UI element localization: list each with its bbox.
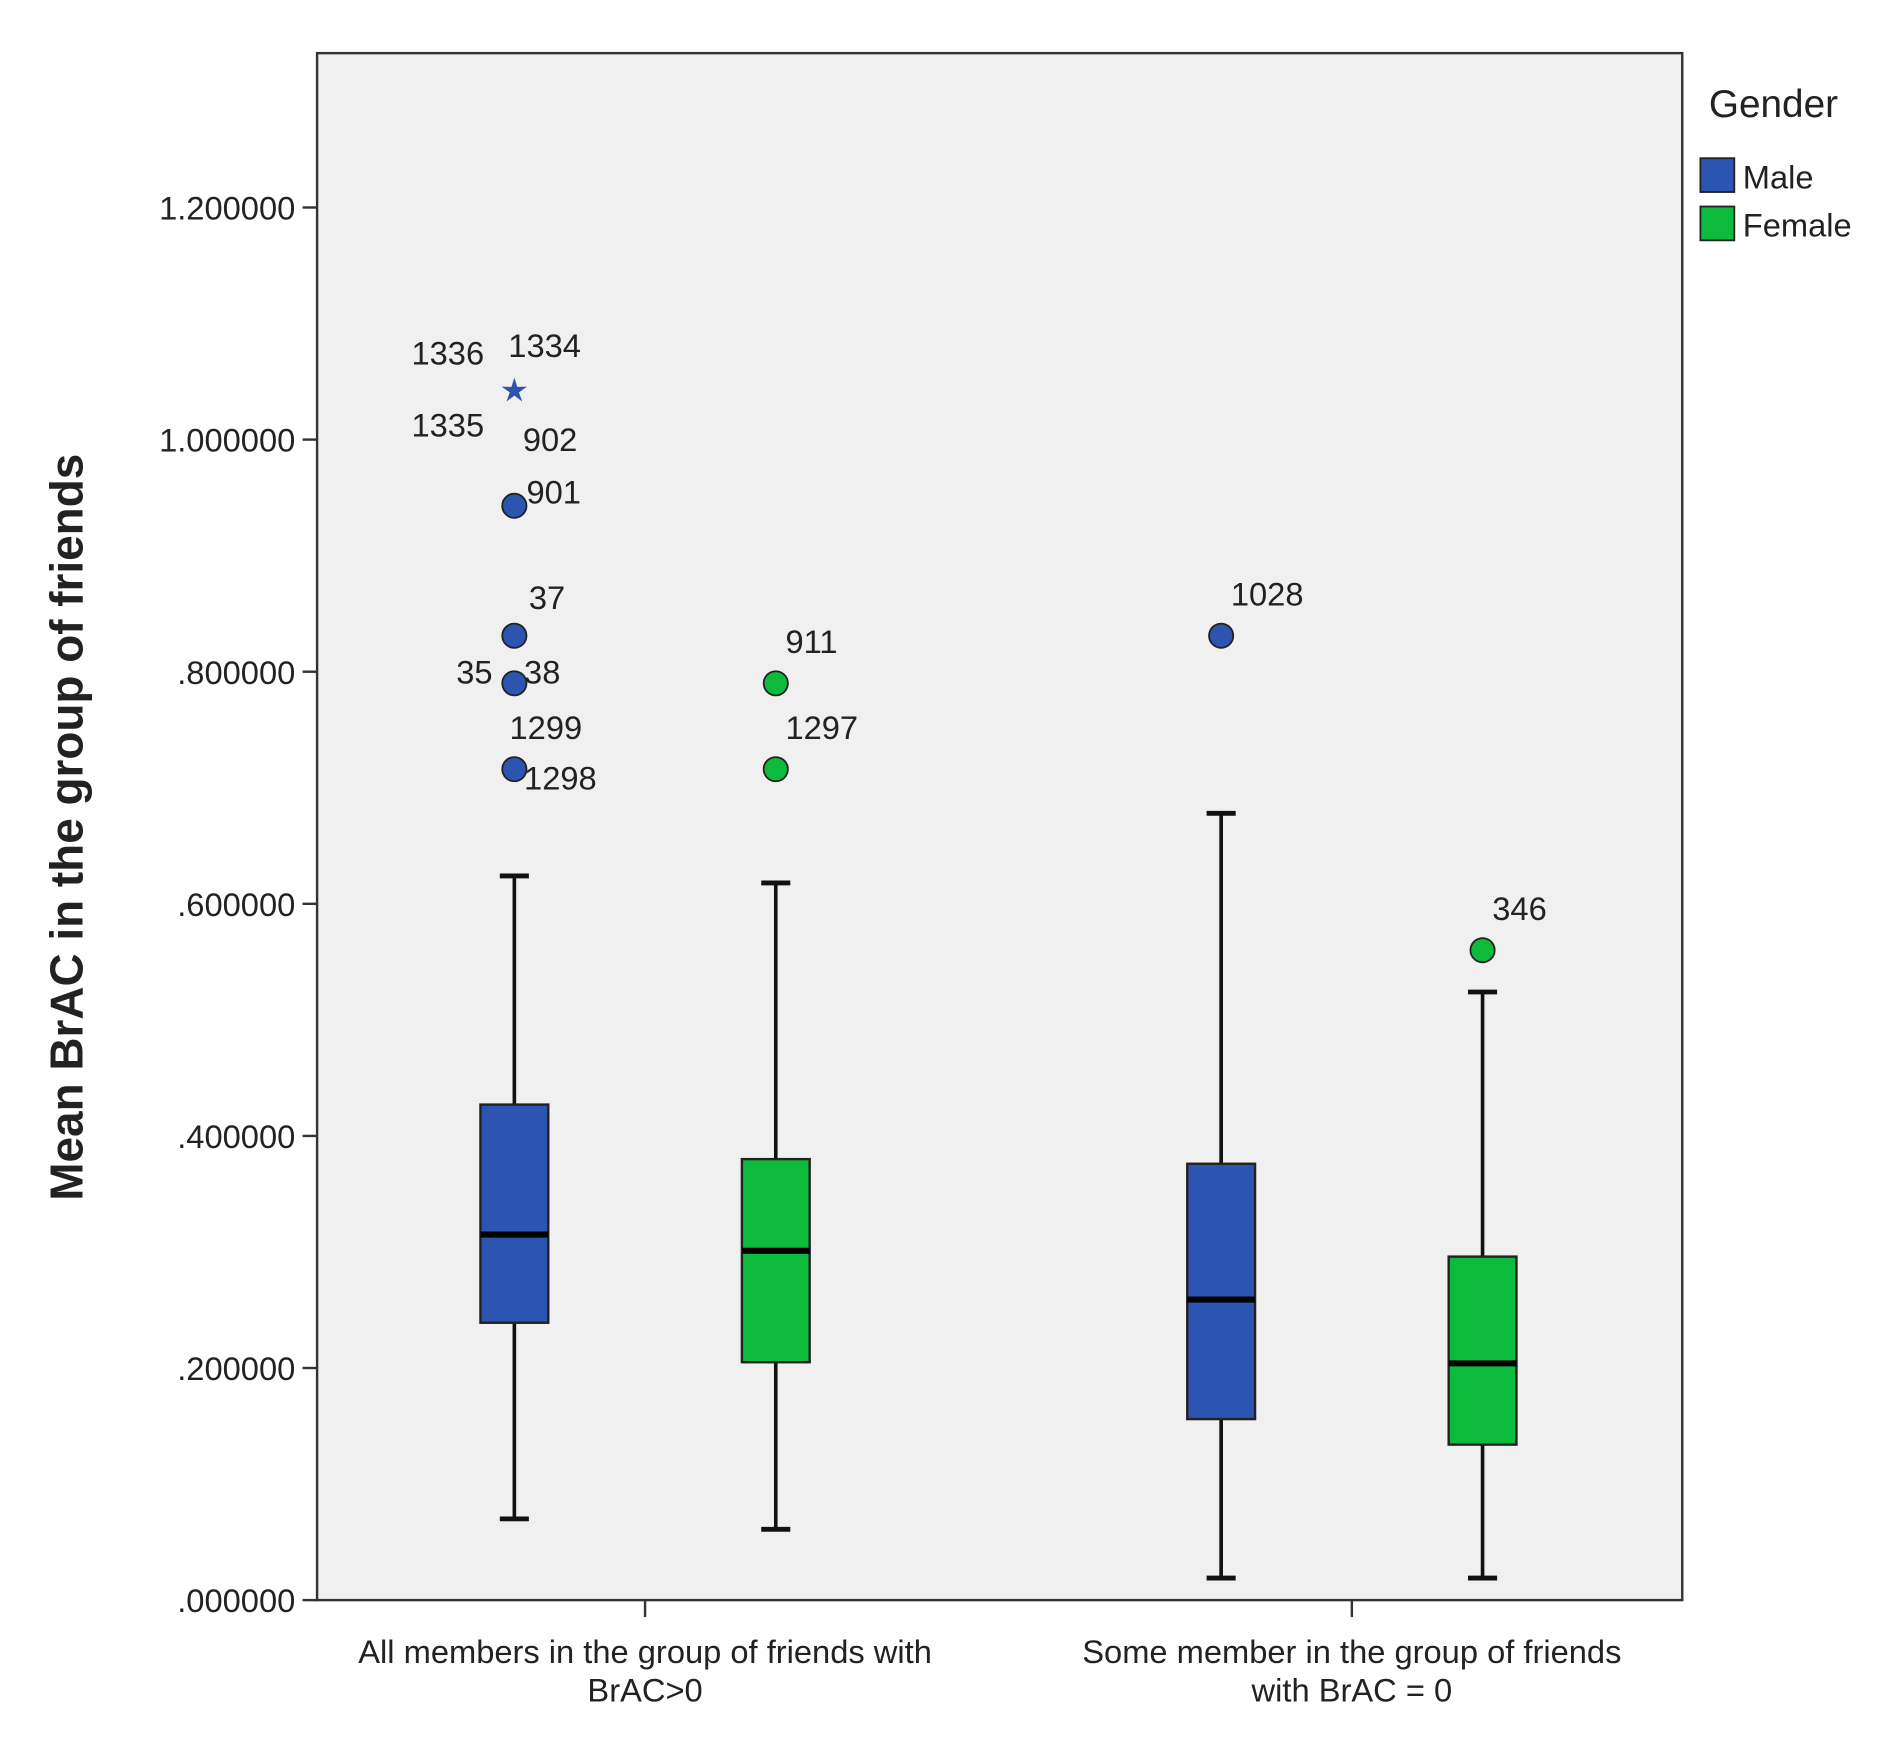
outlier-label: 1336	[411, 334, 484, 371]
outlier	[1208, 622, 1235, 649]
legend-swatch	[1699, 157, 1736, 193]
outlier-label: 1297	[785, 709, 858, 746]
outlier	[501, 492, 528, 519]
outlier-label: 902	[523, 421, 577, 458]
y-tick-label: .000000	[177, 1582, 295, 1619]
outlier	[501, 670, 528, 697]
x-tick-label: All members in the group of friends with	[358, 1633, 932, 1670]
outlier-label: 911	[785, 623, 837, 660]
legend-label: Female	[1743, 207, 1852, 244]
y-tick-label: .800000	[177, 654, 295, 691]
x-tick-label: Some member in the group of friends	[1082, 1633, 1621, 1670]
outlier	[501, 622, 528, 649]
y-tick-label: .600000	[177, 886, 295, 923]
outlier-label: 38	[524, 653, 560, 690]
outlier-label: 1298	[524, 760, 597, 797]
box	[1447, 1255, 1518, 1446]
x-tick-label: BrAC>0	[587, 1672, 702, 1709]
outlier	[501, 756, 528, 783]
y-axis-title: Mean BrAC in the group of friends	[40, 454, 92, 1201]
box	[740, 1157, 811, 1364]
outlier-label: 37	[529, 579, 565, 616]
y-tick-label: 1.000000	[159, 422, 295, 459]
y-tick-label: 1.200000	[159, 190, 295, 227]
outlier-label: 901	[526, 473, 580, 510]
x-tick-label: with BrAC = 0	[1251, 1672, 1453, 1709]
outlier-label: 1028	[1231, 576, 1304, 613]
legend-swatch	[1699, 205, 1736, 242]
outlier-label: 1335	[411, 407, 484, 444]
outlier-label: 346	[1492, 890, 1546, 927]
outlier	[762, 670, 789, 697]
outlier	[762, 756, 789, 783]
outlier-label: 1334	[508, 327, 581, 364]
y-tick-label: .200000	[177, 1350, 295, 1387]
outlier-star	[501, 377, 528, 402]
y-tick-label: .400000	[177, 1118, 295, 1155]
legend-title: Gender	[1709, 83, 1838, 126]
legend-label: Male	[1743, 158, 1814, 195]
box	[1186, 1162, 1257, 1421]
outlier-label: 35	[456, 653, 492, 690]
outlier	[1469, 937, 1496, 964]
outlier-label: 1299	[510, 709, 583, 746]
box	[479, 1103, 550, 1324]
